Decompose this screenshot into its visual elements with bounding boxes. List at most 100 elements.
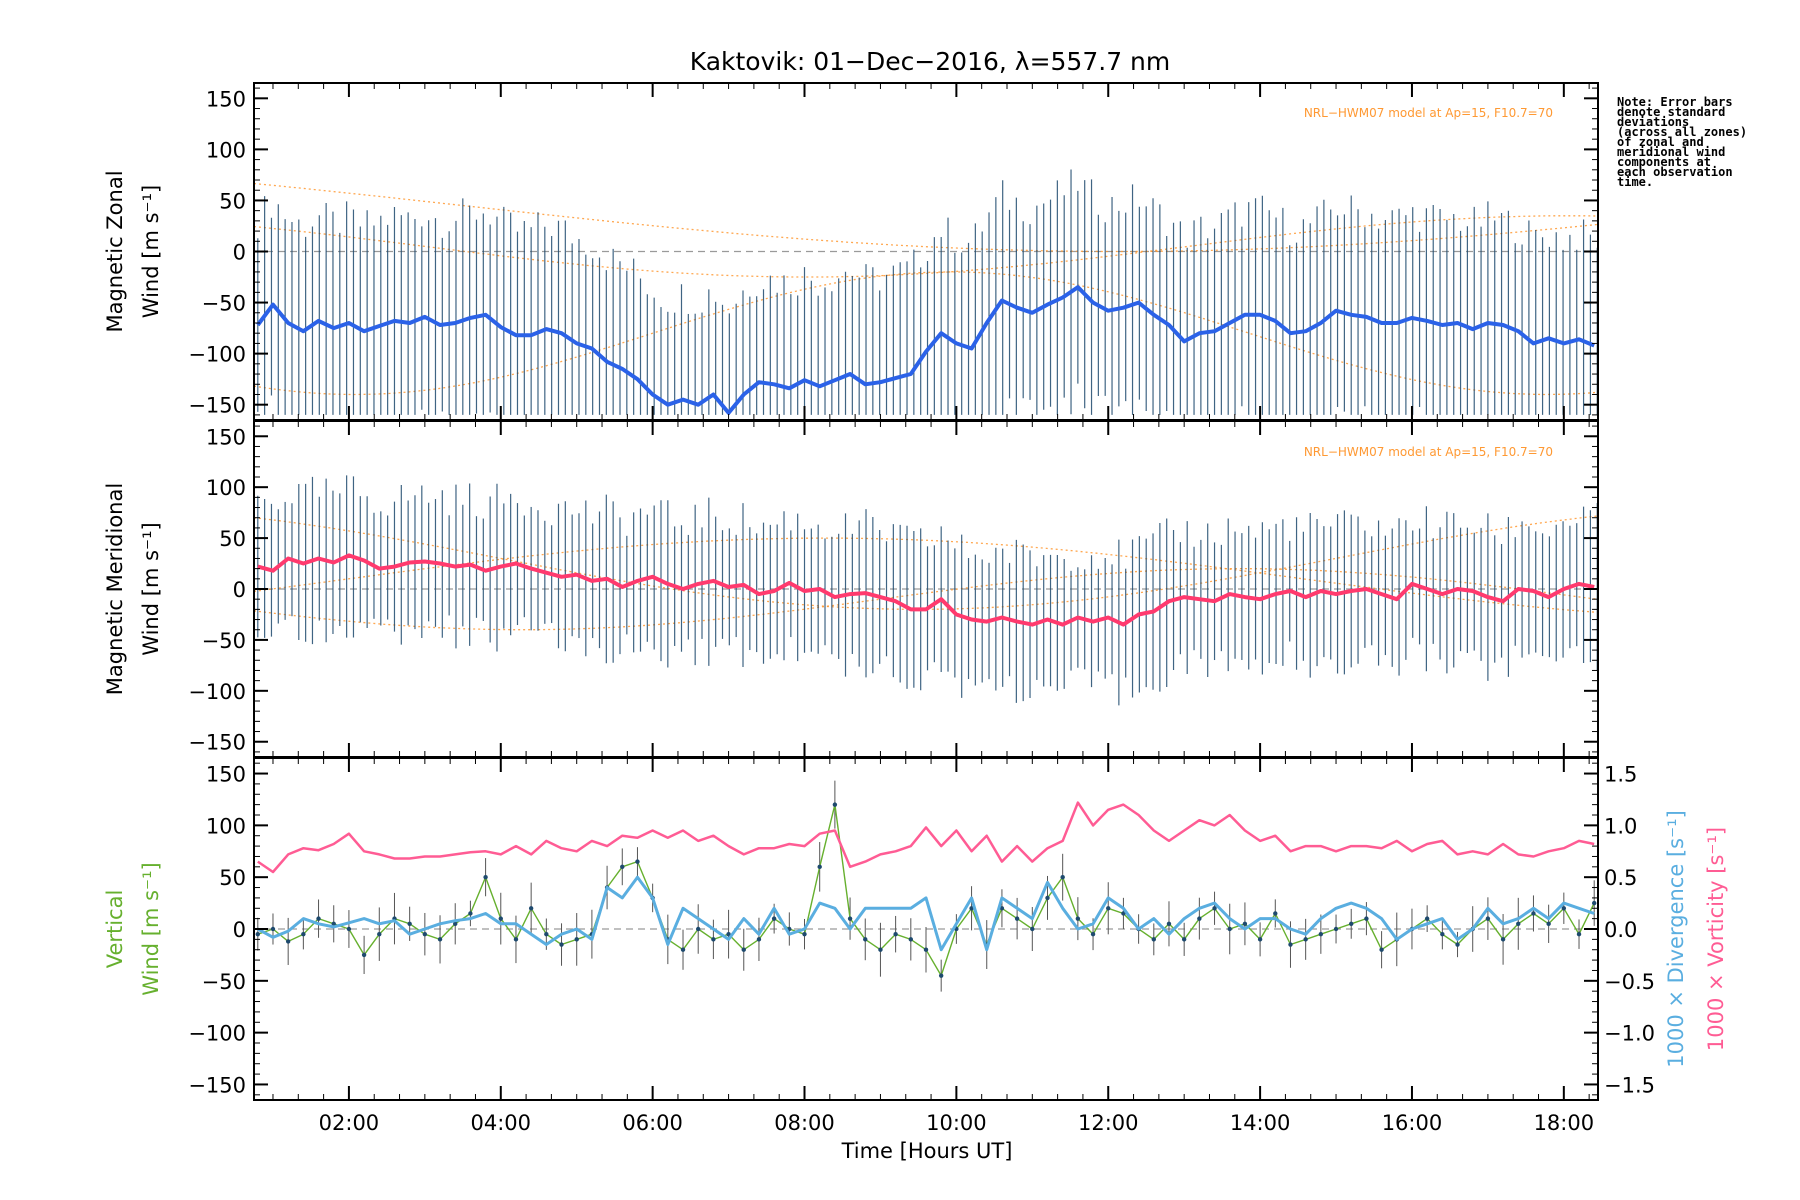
note-line: time.: [1617, 175, 1654, 189]
series-line-divergence: [257, 875, 1595, 952]
data-point: [1379, 947, 1384, 952]
x-tick-label: 02:00: [319, 1111, 380, 1135]
y-tick-label: 0: [233, 578, 246, 602]
data-point: [498, 916, 503, 921]
data-point: [1166, 921, 1172, 927]
data-point: [301, 931, 306, 937]
y-tick-label: 50: [219, 866, 246, 890]
data-point: [255, 931, 260, 937]
y-tick-label: −150: [188, 731, 246, 755]
data-point: [620, 864, 625, 870]
data-point: [1106, 906, 1111, 911]
data-point: [1485, 916, 1491, 921]
data-point: [878, 947, 883, 952]
model-curve: [253, 537, 1599, 614]
note-line: deviations: [1617, 115, 1690, 129]
data-point: [1242, 921, 1248, 927]
y2-axis-label-vorticity: 1000 × Vorticity [s⁻¹]: [1704, 827, 1728, 1051]
data-point: [437, 937, 443, 942]
data-point: [1561, 906, 1567, 911]
data-point: [1090, 931, 1096, 937]
y2-axis-label-divergence: 1000 × Divergence [s⁻¹]: [1664, 810, 1688, 1068]
data-point: [1349, 921, 1354, 927]
data-point: [483, 874, 488, 880]
y-tick-label: −50: [202, 970, 246, 994]
x-tick-label: 12:00: [1078, 1111, 1139, 1135]
data-point: [574, 937, 579, 942]
data-point: [285, 939, 291, 944]
data-point: [802, 931, 807, 937]
y-axis-label: Wind [m s⁻¹]: [139, 185, 163, 318]
data-point: [938, 973, 944, 978]
data-point: [1212, 906, 1217, 911]
data-point: [1500, 937, 1506, 942]
y-tick-label: 100: [206, 814, 246, 838]
note-line: of zonal and: [1617, 135, 1704, 149]
data-point: [863, 937, 868, 942]
data-point: [528, 906, 534, 911]
data-point: [771, 916, 777, 921]
note-text: Note: Error bars denote standard deviati…: [1617, 95, 1787, 189]
y2-tick-label: 1.0: [1604, 814, 1637, 838]
data-point: [908, 937, 914, 942]
note-line: denote standard: [1617, 105, 1726, 119]
data-point: [316, 916, 321, 921]
data-point: [741, 947, 746, 952]
x-tick-label: 16:00: [1382, 1111, 1443, 1135]
x-tick-label: 06:00: [622, 1111, 683, 1135]
y-tick-label: −100: [188, 680, 246, 704]
data-point: [559, 942, 564, 947]
data-point: [999, 906, 1005, 911]
y2-tick-label: −1.0: [1604, 1022, 1655, 1046]
y-tick-label: −50: [202, 292, 246, 316]
note-line: Note: Error bars: [1617, 95, 1733, 109]
data-point: [1197, 916, 1202, 921]
y2-tick-label: 1.5: [1604, 763, 1637, 787]
data-point: [726, 931, 731, 937]
x-tick-label: 10:00: [926, 1111, 987, 1135]
data-point: [1546, 921, 1551, 927]
y-tick-label: 150: [206, 425, 246, 449]
data-point: [1576, 931, 1582, 937]
data-point: [1273, 911, 1278, 916]
model-label-meridional: NRL−HWM07 model at Ap=15, F10.7=70: [1304, 445, 1553, 459]
y-tick-label: 100: [206, 138, 246, 162]
x-axis-label: Time [Hours UT]: [841, 1139, 1013, 1163]
y-axis-label: Vertical: [103, 890, 127, 969]
data-point: [361, 952, 367, 958]
data-point: [331, 921, 336, 927]
y-tick-label: 100: [206, 476, 246, 500]
data-point: [923, 947, 929, 952]
y-tick-label: −50: [202, 629, 246, 653]
data-point: [635, 859, 640, 864]
y2-tick-label: −1.5: [1604, 1073, 1655, 1097]
model-curve: [253, 182, 1599, 253]
series-line-meridional-wind: [257, 553, 1595, 627]
data-point: [1333, 926, 1339, 932]
y2-tick-label: 0.0: [1604, 918, 1637, 942]
data-point: [346, 926, 352, 932]
y-axis-label: Magnetic Meridional: [103, 483, 127, 695]
data-point: [832, 802, 838, 807]
y-axis-label: Wind [m s⁻¹]: [139, 522, 163, 655]
x-tick-label: 04:00: [471, 1111, 532, 1135]
x-tick-label: 14:00: [1230, 1111, 1291, 1135]
data-point: [1318, 931, 1324, 937]
data-point: [756, 937, 762, 942]
data-point: [377, 931, 382, 937]
series-line-zonal-wind: [256, 285, 1595, 415]
y-axis-label: Magnetic Zonal: [103, 170, 127, 332]
data-point: [711, 937, 716, 942]
data-point: [1592, 900, 1597, 906]
data-point: [453, 921, 458, 927]
note-line: each observation: [1617, 165, 1733, 179]
data-point: [1030, 926, 1035, 932]
y-tick-label: −150: [188, 394, 246, 418]
y-tick-label: −150: [188, 1073, 246, 1097]
x-tick-label: 18:00: [1534, 1111, 1595, 1135]
data-point: [544, 931, 549, 937]
data-point: [1060, 874, 1065, 880]
data-point: [969, 906, 974, 911]
data-point: [1303, 937, 1308, 942]
